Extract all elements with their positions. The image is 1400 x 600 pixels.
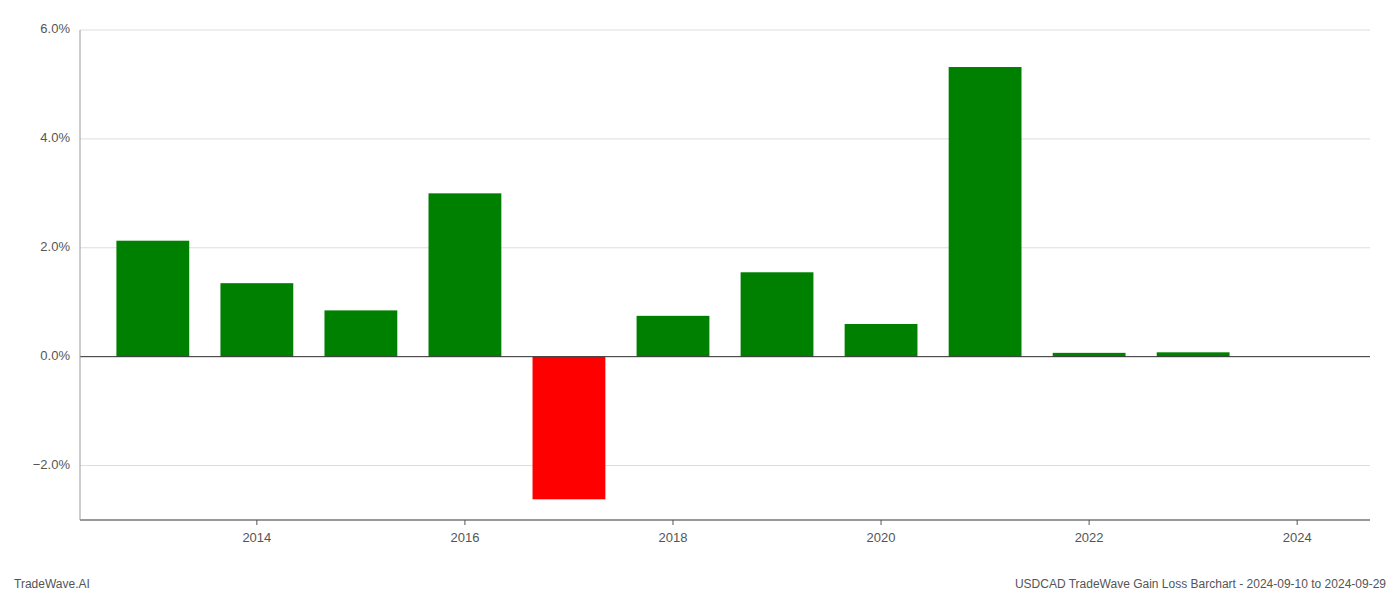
x-tick — [256, 520, 257, 525]
grid-line — [80, 465, 1370, 466]
chart-container: −2.0% 0.0% 2.0% 4.0% 6.0% 2014 2016 2018 2020 202… — [0, 0, 1400, 600]
bar — [324, 310, 397, 356]
x-tick-label: 2024 — [1283, 530, 1312, 545]
footer-text: USDCAD TradeWave Gain Loss Barchart - 20… — [1015, 577, 1386, 591]
grid-line — [80, 138, 1370, 139]
grid-line — [80, 30, 1370, 31]
x-tick-label: 2020 — [867, 530, 896, 545]
x-tick — [1089, 520, 1090, 525]
bar — [429, 193, 502, 356]
x-tick-label: 2014 — [242, 530, 271, 545]
bar — [1157, 352, 1230, 356]
y-tick-label: −2.0% — [33, 457, 71, 472]
bar — [845, 324, 918, 357]
bar — [116, 241, 189, 357]
bar — [220, 283, 293, 357]
x-tick — [672, 520, 673, 525]
x-tick-label: 2018 — [659, 530, 688, 545]
y-tick-label: 6.0% — [40, 21, 70, 36]
x-tick-label: 2016 — [450, 530, 479, 545]
zero-line — [80, 356, 1370, 357]
y-grid — [80, 30, 1370, 466]
y-tick-label: 0.0% — [40, 348, 70, 363]
chart-svg: −2.0% 0.0% 2.0% 4.0% 6.0% 2014 2016 2018 2020 202… — [0, 0, 1400, 600]
grid-line — [80, 356, 1370, 357]
bar — [533, 357, 606, 500]
x-tick — [881, 520, 882, 525]
footer-text: TradeWave.AI — [14, 577, 90, 591]
y-tick-label: 4.0% — [40, 130, 70, 145]
bars — [116, 67, 1229, 499]
x-tick-label: 2022 — [1075, 530, 1104, 545]
x-axis-line — [80, 519, 1370, 520]
bar — [1053, 353, 1126, 357]
y-tick-labels: −2.0% 0.0% 2.0% 4.0% 6.0% — [33, 21, 71, 472]
grid-line — [80, 247, 1370, 248]
x-ticks: 2014 2016 2018 2020 2022 2024 — [242, 520, 1311, 545]
y-axis-line — [80, 30, 81, 520]
bar — [949, 67, 1022, 357]
x-tick — [464, 520, 465, 525]
x-tick — [1297, 520, 1298, 525]
y-tick-label: 2.0% — [40, 239, 70, 254]
bar — [637, 316, 710, 357]
bar — [741, 272, 814, 356]
